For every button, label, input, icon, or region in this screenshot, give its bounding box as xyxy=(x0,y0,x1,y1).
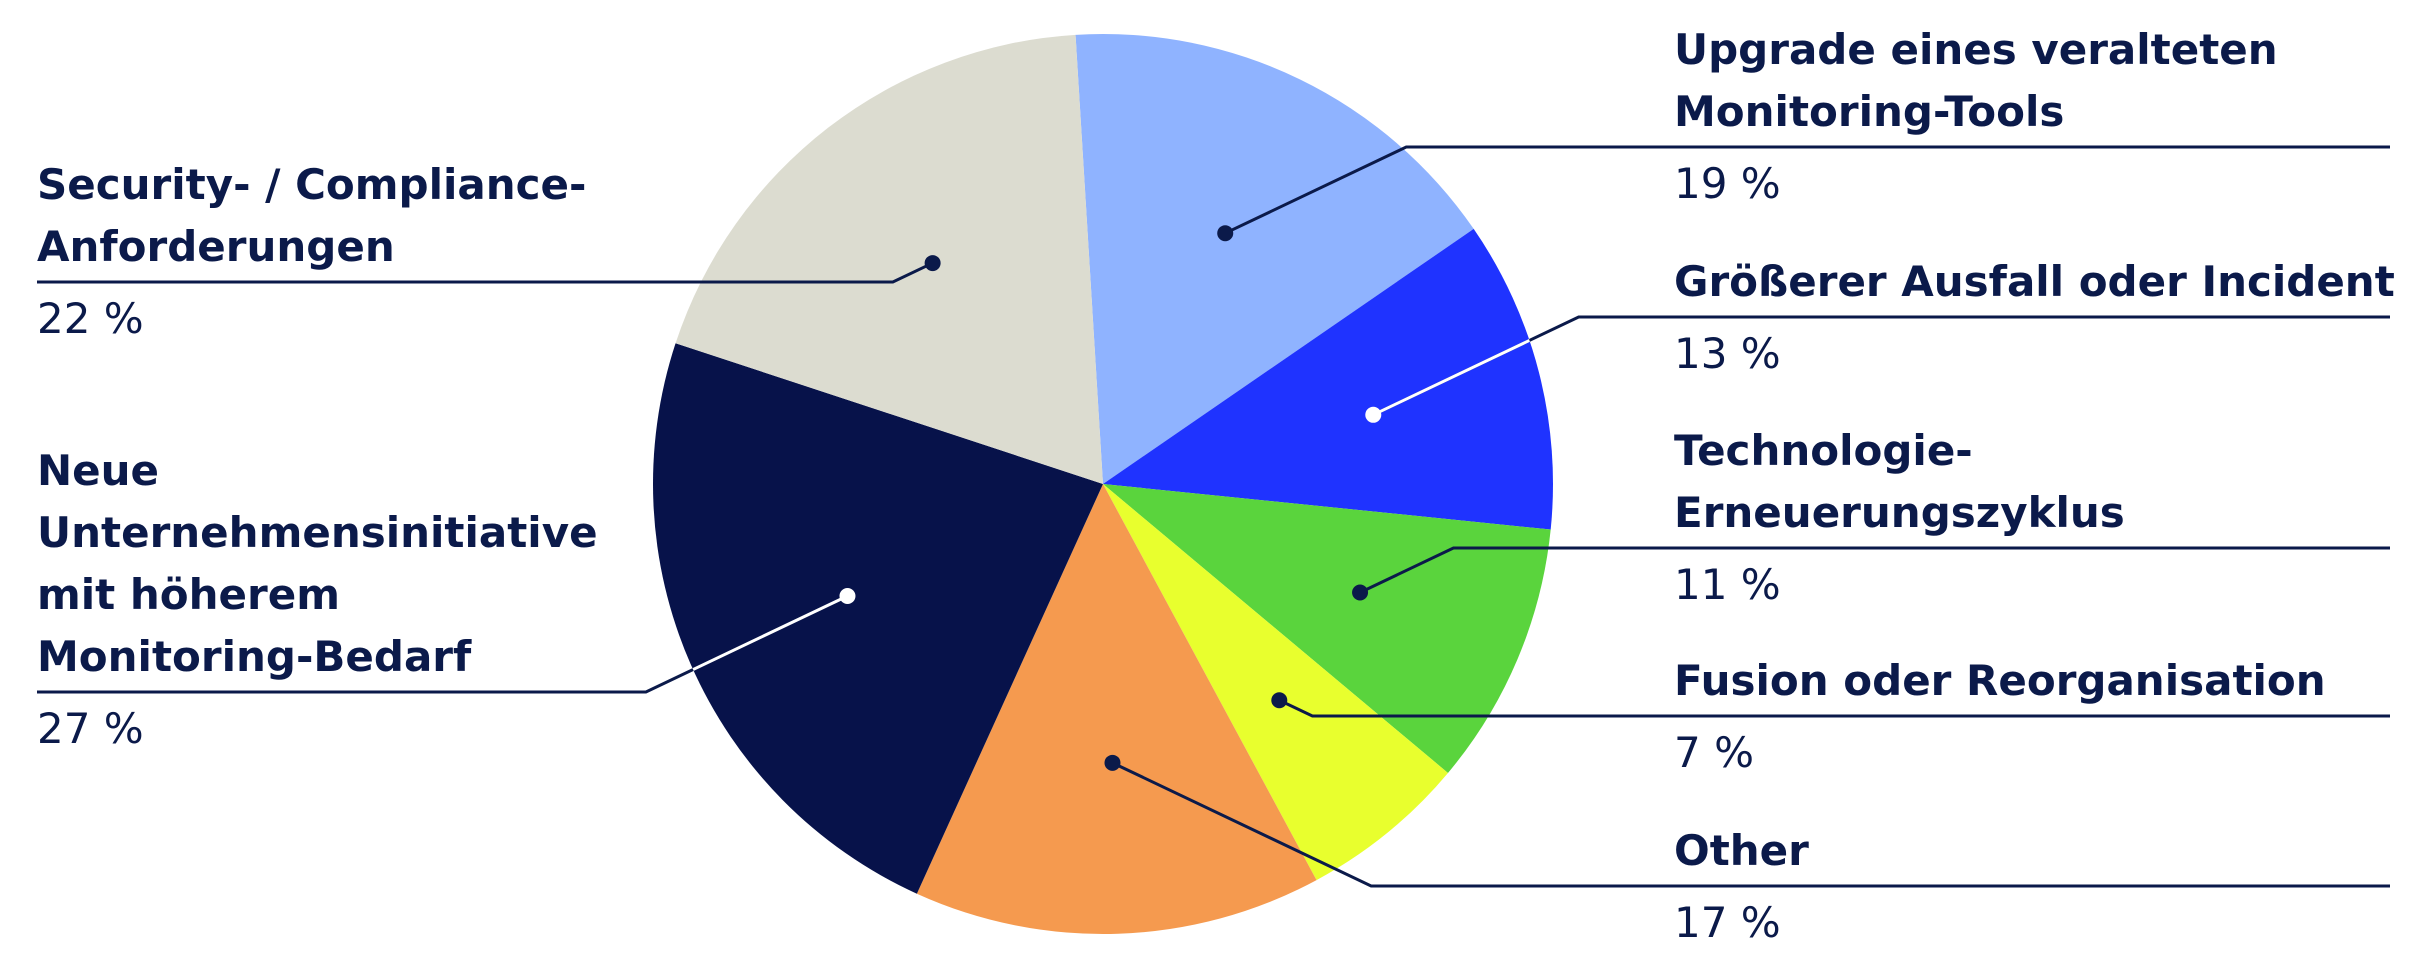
slice-label: Technologie-Erneuerungszyklus xyxy=(1674,426,2125,537)
leader-line xyxy=(1224,145,2390,235)
slice-label: Fusion oder Reorganisation xyxy=(1674,656,2326,705)
slice-label: Neue Unternehmensinitiative mit höherem … xyxy=(37,446,598,681)
value-label: 7 % xyxy=(1674,728,1754,777)
leader-dot xyxy=(839,588,856,605)
value-label: 13 % xyxy=(1674,329,1781,378)
leader-dot xyxy=(924,255,941,272)
slice-label: Security- / Compliance-Anforderungen xyxy=(37,160,587,271)
leader-line xyxy=(1111,761,2390,888)
slice-label: Other xyxy=(1674,826,1809,875)
leader-dot xyxy=(1104,754,1121,771)
value-label: 17 % xyxy=(1674,898,1781,947)
pie-slice xyxy=(653,343,1103,894)
pie-slice xyxy=(1103,484,1448,881)
leader-dot xyxy=(1365,406,1382,423)
leader-line xyxy=(1278,698,2390,718)
value-label: 11 % xyxy=(1674,560,1781,609)
slice-label: Upgrade eines veralteten Monitoring-Tool… xyxy=(1674,25,2278,136)
pie-slice xyxy=(675,34,1103,484)
value-label: 19 % xyxy=(1674,159,1781,208)
leader-line-inner xyxy=(1372,315,1553,417)
value-label: 22 % xyxy=(37,294,144,343)
pie-slice xyxy=(1075,34,1474,485)
leader-line-inner xyxy=(653,594,849,694)
leader-line xyxy=(1359,546,2390,594)
leader-dot xyxy=(1352,584,1369,601)
leader-dot xyxy=(1271,692,1288,709)
pie-slice xyxy=(1103,228,1553,530)
slice-label: Größerer Ausfall oder Incident xyxy=(1674,257,2395,306)
pie-slice xyxy=(916,484,1317,934)
leader-line xyxy=(37,261,934,284)
leader-dot xyxy=(1217,225,1234,242)
value-label: 27 % xyxy=(37,704,144,753)
